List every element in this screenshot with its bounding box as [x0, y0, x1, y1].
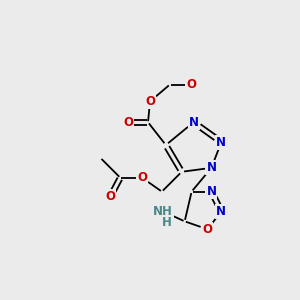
Text: O: O	[202, 223, 212, 236]
Text: O: O	[123, 116, 133, 129]
Text: N: N	[189, 116, 199, 129]
Text: N: N	[216, 136, 226, 148]
Text: O: O	[187, 78, 196, 91]
Text: O: O	[145, 95, 155, 108]
Text: H: H	[162, 216, 172, 229]
Text: N: N	[216, 205, 226, 218]
Text: N: N	[206, 185, 216, 198]
Text: N: N	[206, 161, 216, 174]
Text: NH: NH	[153, 205, 173, 218]
Text: O: O	[105, 190, 116, 203]
Text: O: O	[137, 171, 147, 184]
